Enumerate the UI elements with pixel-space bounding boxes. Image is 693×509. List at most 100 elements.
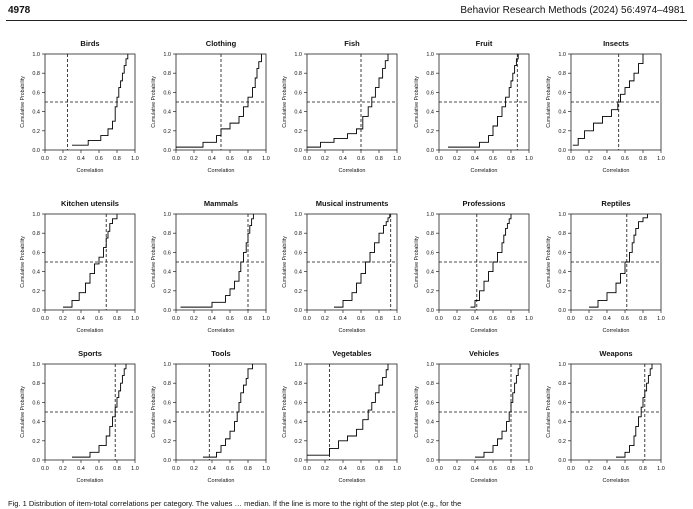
x-tick-label: 0.8 bbox=[244, 466, 252, 472]
x-tick-label: 0.4 bbox=[339, 156, 347, 162]
x-tick-label: 0.2 bbox=[585, 466, 593, 472]
x-tick-label: 0.6 bbox=[621, 156, 629, 162]
y-tick-label: 0.4 bbox=[558, 420, 566, 426]
x-tick-label: 0.0 bbox=[435, 466, 443, 472]
x-tick-label: 0.2 bbox=[59, 316, 67, 322]
y-axis-label: Cumulative Probability bbox=[414, 236, 420, 288]
y-tick-label: 0.6 bbox=[426, 400, 434, 406]
x-tick-label: 1.0 bbox=[525, 156, 533, 162]
journal-citation: Behavior Research Methods (2024) 56:4974… bbox=[460, 5, 685, 16]
x-tick-label: 0.8 bbox=[639, 316, 647, 322]
x-tick-label: 0.6 bbox=[357, 156, 365, 162]
ecdf-step-line bbox=[589, 214, 648, 308]
y-tick-label: 0.0 bbox=[426, 308, 434, 314]
y-tick-label: 0.4 bbox=[558, 110, 566, 116]
chart-title: Sports bbox=[78, 349, 102, 358]
y-tick-label: 0.6 bbox=[294, 400, 302, 406]
x-tick-label: 0.0 bbox=[172, 316, 180, 322]
y-tick-label: 1.0 bbox=[32, 52, 40, 58]
x-tick-label: 0.6 bbox=[95, 316, 103, 322]
y-tick-label: 0.6 bbox=[32, 90, 40, 96]
y-tick-label: 1.0 bbox=[426, 212, 434, 218]
chart-panel: Clothing 0.0 0.2 0.4 0.6 0.8 1.0 0.0 0.2 0.4 0.6 0.… bbox=[151, 39, 270, 174]
x-tick-label: 1.0 bbox=[525, 466, 533, 472]
x-tick-label: 0.6 bbox=[226, 466, 234, 472]
x-tick-label: 0.0 bbox=[435, 316, 443, 322]
x-tick-label: 0.8 bbox=[639, 466, 647, 472]
x-tick-label: 0.8 bbox=[113, 466, 121, 472]
y-tick-label: 0.6 bbox=[294, 250, 302, 256]
chart-title: Vegetables bbox=[332, 349, 371, 358]
x-tick-label: 1.0 bbox=[262, 316, 270, 322]
y-tick-label: 0.8 bbox=[163, 71, 171, 77]
x-tick-label: 1.0 bbox=[657, 316, 665, 322]
ecdf-step-line bbox=[72, 364, 127, 458]
chart-title: Musical instruments bbox=[316, 199, 389, 208]
x-tick-label: 0.2 bbox=[59, 156, 67, 162]
y-tick-label: 0.8 bbox=[163, 381, 171, 387]
y-axis-label: Cumulative Probability bbox=[414, 76, 420, 128]
x-tick-label: 0.8 bbox=[113, 316, 121, 322]
y-tick-label: 0.8 bbox=[426, 231, 434, 237]
x-axis-label: Correlation bbox=[339, 328, 366, 334]
x-tick-label: 0.2 bbox=[190, 466, 198, 472]
x-axis-label: Correlation bbox=[603, 478, 630, 484]
x-tick-label: 0.8 bbox=[375, 156, 383, 162]
y-axis-label: Cumulative Probability bbox=[546, 236, 552, 288]
x-tick-label: 0.2 bbox=[321, 156, 329, 162]
x-tick-label: 0.0 bbox=[567, 316, 575, 322]
chart-title: Weapons bbox=[599, 349, 632, 358]
x-tick-label: 0.6 bbox=[226, 156, 234, 162]
x-tick-label: 0.4 bbox=[471, 316, 479, 322]
x-tick-label: 0.6 bbox=[489, 316, 497, 322]
y-tick-label: 0.8 bbox=[558, 381, 566, 387]
x-tick-label: 0.4 bbox=[339, 466, 347, 472]
y-tick-label: 1.0 bbox=[558, 362, 566, 368]
chart-title: Insects bbox=[603, 39, 629, 48]
y-axis-label: Cumulative Probability bbox=[151, 236, 157, 288]
x-tick-label: 0.8 bbox=[639, 156, 647, 162]
x-tick-label: 0.0 bbox=[41, 316, 49, 322]
ecdf-step-line bbox=[334, 214, 391, 308]
y-tick-label: 0.6 bbox=[294, 90, 302, 96]
y-tick-label: 0.8 bbox=[32, 71, 40, 77]
chart-panel: Weapons 0.0 0.2 0.4 0.6 0.8 1.0 0.0 0.2 0.4 0.6 0.8… bbox=[546, 349, 665, 484]
x-axis-label: Correlation bbox=[208, 478, 235, 484]
y-tick-label: 0.0 bbox=[32, 458, 40, 464]
y-tick-label: 1.0 bbox=[294, 362, 302, 368]
x-tick-label: 0.6 bbox=[621, 316, 629, 322]
x-tick-label: 0.8 bbox=[375, 316, 383, 322]
y-tick-label: 0.4 bbox=[32, 110, 40, 116]
chart-panel: Professions 0.0 0.2 0.4 0.6 0.8 1.0 0.0 0.2 0.4 0.… bbox=[414, 199, 533, 334]
x-axis-label: Correlation bbox=[208, 168, 235, 174]
x-axis-label: Correlation bbox=[471, 328, 498, 334]
x-tick-label: 1.0 bbox=[393, 156, 401, 162]
y-tick-label: 0.2 bbox=[294, 439, 302, 445]
y-axis-label: Cumulative Probability bbox=[20, 76, 26, 128]
y-tick-label: 0.6 bbox=[558, 90, 566, 96]
y-tick-label: 0.0 bbox=[294, 148, 302, 154]
ecdf-step-line bbox=[203, 364, 253, 458]
x-tick-label: 0.2 bbox=[190, 316, 198, 322]
x-tick-label: 0.6 bbox=[95, 466, 103, 472]
header-rule bbox=[6, 20, 687, 21]
x-axis-label: Correlation bbox=[471, 478, 498, 484]
y-tick-label: 0.6 bbox=[32, 250, 40, 256]
ecdf-step-line bbox=[63, 214, 118, 308]
x-tick-label: 0.6 bbox=[226, 316, 234, 322]
x-tick-label: 0.8 bbox=[244, 156, 252, 162]
y-tick-label: 0.0 bbox=[163, 308, 171, 314]
chart-panel: Birds 0.0 0.2 0.4 0.6 0.8 1.0 0.0 0.2 0.4 0.6 0.8 1.… bbox=[20, 39, 139, 174]
x-tick-label: 0.4 bbox=[603, 316, 611, 322]
y-tick-label: 1.0 bbox=[558, 212, 566, 218]
x-tick-label: 0.2 bbox=[585, 316, 593, 322]
x-tick-label: 0.4 bbox=[77, 156, 85, 162]
y-axis-label: Cumulative Probability bbox=[282, 236, 288, 288]
y-tick-label: 0.0 bbox=[426, 148, 434, 154]
y-tick-label: 0.0 bbox=[32, 308, 40, 314]
y-tick-label: 0.2 bbox=[426, 289, 434, 295]
y-tick-label: 1.0 bbox=[558, 52, 566, 58]
ecdf-step-line bbox=[475, 364, 521, 458]
y-tick-label: 0.0 bbox=[558, 458, 566, 464]
y-axis-label: Cumulative Probability bbox=[546, 386, 552, 438]
